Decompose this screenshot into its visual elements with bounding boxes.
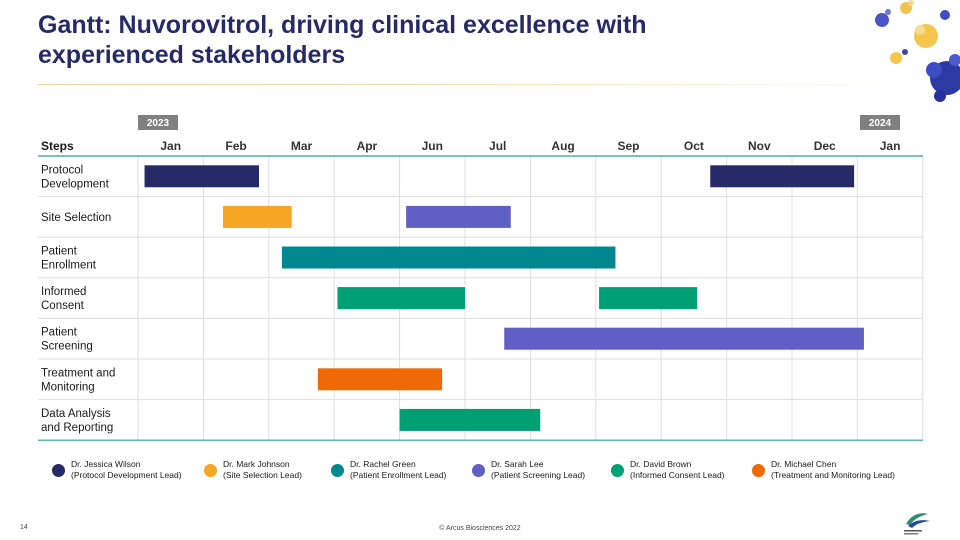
legend-swatch xyxy=(472,464,485,477)
page-number: 14 xyxy=(20,524,28,531)
legend-item: Dr. David Brown (Informed Consent Lead) xyxy=(611,459,725,481)
legend-label: Dr. Jessica Wilson (Protocol Development … xyxy=(71,459,182,481)
gantt-bar xyxy=(710,165,855,188)
legend-role: (Informed Consent Lead) xyxy=(630,470,725,480)
legend-name: Dr. Michael Chen xyxy=(771,459,837,469)
company-logo-icon xyxy=(904,513,930,535)
year-label: 2023 xyxy=(147,118,170,129)
gantt-bars xyxy=(144,165,864,431)
legend-item: Dr. Michael Chen (Treatment and Monitorin… xyxy=(752,459,895,481)
legend-name: Dr. Sarah Lee xyxy=(491,459,544,469)
legend-role: (Patient Enrollment Lead) xyxy=(350,470,447,480)
legend-swatch xyxy=(52,464,65,477)
month-label: Apr xyxy=(357,139,378,153)
slide-title: Gantt: Nuvorovitrol, driving clinical ex… xyxy=(38,11,647,69)
month-label: Mar xyxy=(291,139,313,153)
steps-header: Steps xyxy=(41,139,74,153)
month-label: Nov xyxy=(748,139,771,153)
step-label: Informed Consent xyxy=(41,286,86,312)
month-label: Jan xyxy=(160,139,181,153)
gantt-bar xyxy=(281,246,616,269)
gantt-labels: Steps Jan Feb Mar Apr Jun Jul Aug Sep Oct Nov Dec Ja… xyxy=(41,115,900,434)
step-label: Protocol Development xyxy=(41,164,110,190)
legend-item: Dr. Mark Johnson (Site Selection Lead) xyxy=(204,459,302,481)
legend-item: Dr. Jessica Wilson (Protocol Development … xyxy=(52,459,182,481)
step-label: Treatment and Monitoring xyxy=(41,367,115,393)
step-label: Patient Enrollment xyxy=(41,246,97,272)
legend-item: Dr. Rachel Green (Patient Enrollment Lead… xyxy=(331,459,446,481)
legend-label: Dr. David Brown (Informed Consent Lead) xyxy=(630,459,725,481)
legend-role: (Treatment and Monitoring Lead) xyxy=(771,470,895,480)
legend-role: (Patient Screening Lead) xyxy=(491,470,586,480)
gantt-bar xyxy=(223,205,292,228)
legend-swatch xyxy=(752,464,765,477)
month-label: Jul xyxy=(489,139,506,153)
chart-legend: Dr. Jessica Wilson (Protocol Development … xyxy=(52,459,932,489)
gantt-bar xyxy=(337,287,465,310)
gantt-bar xyxy=(504,327,864,350)
legend-name: Dr. David Brown xyxy=(630,459,692,469)
molecule-decoration-icon xyxy=(875,0,960,102)
legend-name: Dr. Jessica Wilson xyxy=(71,459,141,469)
legend-swatch xyxy=(331,464,344,477)
year-label: 2024 xyxy=(869,118,892,129)
month-label: Jun xyxy=(422,139,443,153)
title-divider xyxy=(38,84,922,85)
legend-swatch xyxy=(204,464,217,477)
legend-name: Dr. Mark Johnson xyxy=(223,459,290,469)
step-label: Site Selection xyxy=(41,212,111,224)
legend-label: Dr. Michael Chen (Treatment and Monitorin… xyxy=(771,459,895,481)
month-label: Jan xyxy=(880,139,901,153)
month-label: Aug xyxy=(551,139,574,153)
step-label: Patient Screening xyxy=(41,327,93,353)
gantt-bar xyxy=(144,165,259,188)
year-badge xyxy=(138,115,178,130)
month-label: Oct xyxy=(684,139,704,153)
legend-item: Dr. Sarah Lee (Patient Screening Lead) xyxy=(472,459,585,481)
gantt-bar xyxy=(399,408,541,431)
legend-role: (Protocol Development Lead) xyxy=(71,470,182,480)
month-label: Feb xyxy=(225,139,246,153)
legend-name: Dr. Rachel Green xyxy=(350,459,416,469)
gantt-bar xyxy=(406,205,511,228)
gantt-bar xyxy=(317,368,443,391)
legend-role: (Site Selection Lead) xyxy=(223,470,302,480)
gantt-grid xyxy=(38,155,924,441)
step-label: Data Analysis and Reporting xyxy=(41,408,113,434)
legend-label: Dr. Mark Johnson (Site Selection Lead) xyxy=(223,459,302,481)
month-label: Sep xyxy=(617,139,639,153)
legend-swatch xyxy=(611,464,624,477)
legend-label: Dr. Sarah Lee (Patient Screening Lead) xyxy=(491,459,585,481)
gantt-bar xyxy=(599,287,698,310)
copyright-notice: © Arcus Biosciences 2022 xyxy=(439,525,521,532)
legend-label: Dr. Rachel Green (Patient Enrollment Lead… xyxy=(350,459,446,481)
month-label: Dec xyxy=(814,139,836,153)
year-badge xyxy=(860,115,900,130)
